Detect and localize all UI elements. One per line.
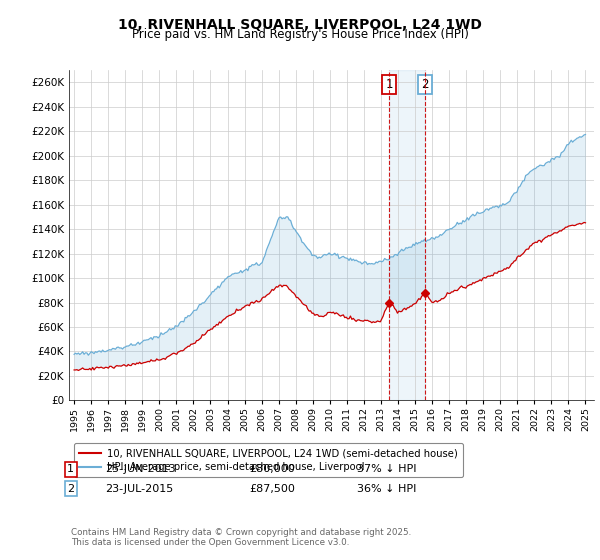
Text: 10, RIVENHALL SQUARE, LIVERPOOL, L24 1WD: 10, RIVENHALL SQUARE, LIVERPOOL, L24 1WD — [118, 18, 482, 32]
Bar — [389, 70, 425, 400]
Text: Contains HM Land Registry data © Crown copyright and database right 2025.
This d: Contains HM Land Registry data © Crown c… — [71, 528, 411, 547]
Legend: 10, RIVENHALL SQUARE, LIVERPOOL, L24 1WD (semi-detached house), HPI: Average pri: 10, RIVENHALL SQUARE, LIVERPOOL, L24 1WD… — [74, 444, 463, 477]
Text: 2: 2 — [67, 484, 74, 494]
Text: 23-JUL-2015: 23-JUL-2015 — [105, 484, 173, 494]
Text: 36% ↓ HPI: 36% ↓ HPI — [357, 484, 416, 494]
Text: 2: 2 — [421, 78, 428, 91]
Text: 1: 1 — [67, 464, 74, 474]
Text: 37% ↓ HPI: 37% ↓ HPI — [357, 464, 416, 474]
Text: Price paid vs. HM Land Registry's House Price Index (HPI): Price paid vs. HM Land Registry's House … — [131, 28, 469, 41]
Text: £87,500: £87,500 — [249, 484, 295, 494]
Text: 1: 1 — [385, 78, 393, 91]
Text: £80,000: £80,000 — [249, 464, 295, 474]
Text: 25-JUN-2013: 25-JUN-2013 — [105, 464, 176, 474]
